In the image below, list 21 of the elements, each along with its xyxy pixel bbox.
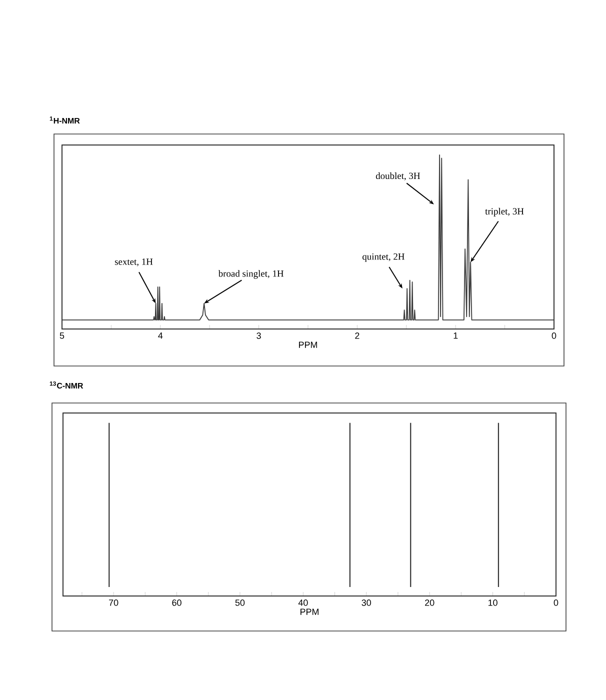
x-tick-label: 10 [488, 600, 498, 606]
x-axis-title: PPM [299, 342, 317, 348]
x-tick-label: 40 [298, 600, 308, 606]
x-tick-label: 70 [109, 600, 118, 606]
x-tick-label: 2 [355, 332, 360, 339]
x-tick-label: 5 [60, 332, 64, 339]
x-tick-label: 60 [172, 600, 182, 606]
x-tick-label: 50 [235, 600, 245, 606]
x-tick-label: 0 [554, 600, 558, 606]
x-tick-label: 4 [158, 332, 163, 339]
x-tick-label: 0 [552, 332, 556, 339]
annotation: sextet, 1H [114, 258, 153, 266]
annotation: doublet, 3H [376, 172, 420, 180]
x-axis-title: PPM [300, 608, 318, 615]
x-tick-label: 3 [256, 332, 261, 339]
x-tick-label: 1 [454, 332, 458, 339]
annotation: quintet, 2H [362, 253, 404, 262]
annotation: triplet, 3H [485, 208, 524, 216]
x-tick-label: 20 [425, 600, 434, 606]
annotation: broad singlet, 1H [218, 270, 284, 279]
x-tick-label: 30 [362, 600, 372, 606]
